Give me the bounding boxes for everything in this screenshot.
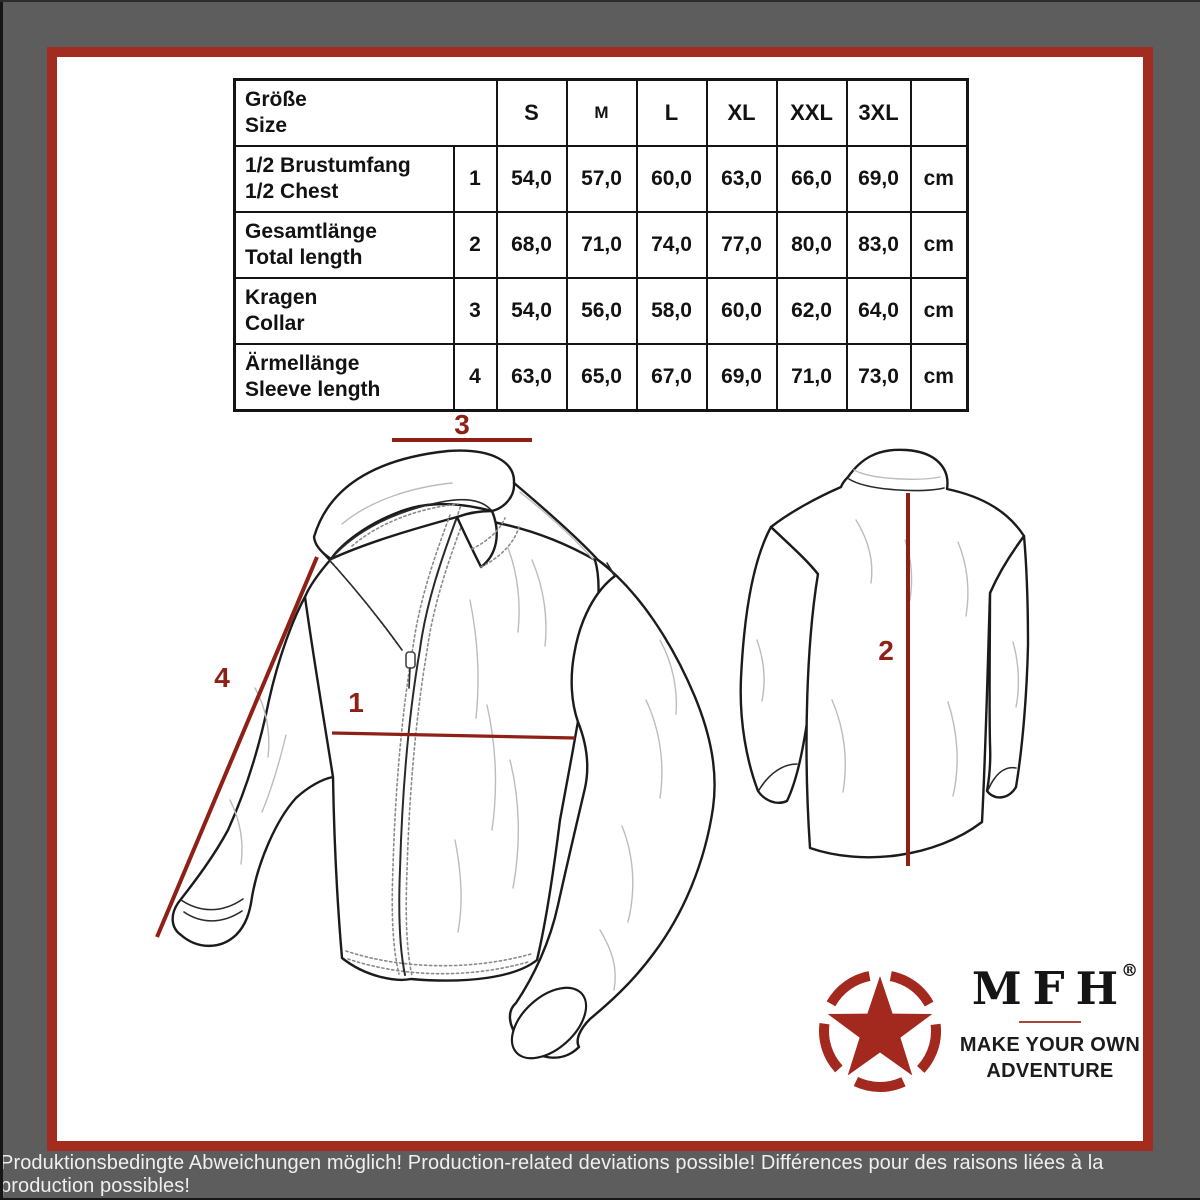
table-header-row: Größe Size S M L XL XXL 3XL bbox=[233, 78, 969, 147]
size-value-cell: 67,0 bbox=[635, 343, 708, 412]
size-value-cell: 57,0 bbox=[565, 145, 638, 213]
table-row-sleeve: Ärmellänge Sleeve length 4 63,0 65,0 67,… bbox=[233, 343, 969, 412]
size-label-en: Size bbox=[245, 114, 288, 137]
table-row-chest: 1/2 Brustumfang 1/2 Chest 1 54,0 57,0 60… bbox=[233, 145, 969, 213]
row-ref-number: 1 bbox=[452, 145, 498, 213]
size-col-header-l: L bbox=[635, 78, 708, 147]
logo-divider bbox=[1019, 1021, 1081, 1023]
row-ref-number: 2 bbox=[452, 211, 498, 279]
row-label-cell: Kragen Collar bbox=[233, 277, 455, 345]
unit-cell: cm bbox=[909, 277, 969, 345]
size-value-cell: 69,0 bbox=[705, 343, 778, 412]
size-value-cell: 77,0 bbox=[705, 211, 778, 279]
size-col-header-3xl: 3XL bbox=[845, 78, 912, 147]
size-value-cell: 54,0 bbox=[495, 277, 568, 345]
table-row-collar: Kragen Collar 3 54,0 56,0 58,0 60,0 62,0… bbox=[233, 277, 969, 345]
size-col-header-m: M bbox=[565, 78, 638, 147]
size-value-cell: 62,0 bbox=[775, 277, 848, 345]
row-label-de: Kragen bbox=[245, 286, 318, 310]
unit-cell: cm bbox=[909, 211, 969, 279]
collar-measure-label: 3 bbox=[454, 409, 470, 440]
size-value-cell: 71,0 bbox=[565, 211, 638, 279]
size-value-cell: 54,0 bbox=[495, 145, 568, 213]
size-value-cell: 71,0 bbox=[775, 343, 848, 412]
size-value-cell: 64,0 bbox=[845, 277, 912, 345]
front-jacket-drawing bbox=[171, 449, 716, 1060]
row-ref-number: 4 bbox=[452, 343, 498, 412]
size-value-cell: 60,0 bbox=[635, 145, 708, 213]
size-value-cell: 83,0 bbox=[845, 211, 912, 279]
row-label-de: 1/2 Brustumfang bbox=[245, 154, 411, 178]
size-value-cell: 60,0 bbox=[705, 277, 778, 345]
table-row-length: Gesamtlänge Total length 2 68,0 71,0 74,… bbox=[233, 211, 969, 279]
size-value-cell: 74,0 bbox=[635, 211, 708, 279]
size-col-header-xl: XL bbox=[705, 78, 778, 147]
chest-measure-line bbox=[331, 731, 576, 740]
size-table: Größe Size S M L XL XXL 3XL 1/2 Brustumf… bbox=[233, 78, 969, 412]
row-label-cell: 1/2 Brustumfang 1/2 Chest bbox=[233, 145, 455, 213]
size-value-cell: 63,0 bbox=[705, 145, 778, 213]
registered-trademark-icon: ® bbox=[1121, 961, 1139, 981]
scan-edge-bottom bbox=[0, 1198, 1200, 1200]
size-value-cell: 80,0 bbox=[775, 211, 848, 279]
row-label-cell: Gesamtlänge Total length bbox=[233, 211, 455, 279]
size-value-cell: 73,0 bbox=[845, 343, 912, 412]
size-value-cell: 63,0 bbox=[495, 343, 568, 412]
unit-cell: cm bbox=[909, 343, 969, 412]
size-value-cell: 58,0 bbox=[635, 277, 708, 345]
row-label-en: Sleeve length bbox=[245, 378, 381, 401]
chest-measure-label: 1 bbox=[348, 687, 364, 718]
size-header-cell: Größe Size bbox=[233, 78, 498, 147]
sleeve-measure-line bbox=[155, 556, 319, 938]
row-ref-number: 3 bbox=[452, 277, 498, 345]
broken-circle bbox=[819, 970, 941, 1092]
production-disclaimer: Produktionsbedingte Abweichungen möglich… bbox=[0, 1152, 1104, 1197]
brand-block: MFH® MAKE YOUR OWN ADVENTURE bbox=[952, 963, 1148, 1084]
back-jacket-drawing bbox=[739, 448, 1030, 859]
size-value-cell: 65,0 bbox=[565, 343, 638, 412]
star-shape bbox=[827, 976, 933, 1076]
unit-cell: cm bbox=[909, 145, 969, 213]
length-measure-label: 2 bbox=[878, 635, 894, 666]
size-value-cell: 69,0 bbox=[845, 145, 912, 213]
size-value-cell: 66,0 bbox=[775, 145, 848, 213]
sleeve-measure-label: 4 bbox=[214, 662, 230, 693]
size-value-cell: 56,0 bbox=[565, 277, 638, 345]
row-label-de: Ärmellänge bbox=[245, 352, 360, 376]
row-label-cell: Ärmellänge Sleeve length bbox=[233, 343, 455, 412]
brand-name: MFH bbox=[971, 962, 1130, 1015]
brand-wordmark: MFH® bbox=[962, 961, 1148, 1012]
size-col-header-xxl: XXL bbox=[775, 78, 848, 147]
row-label-de: Gesamtlänge bbox=[245, 220, 377, 244]
star-logo-icon bbox=[819, 970, 941, 1092]
size-value-cell: 68,0 bbox=[495, 211, 568, 279]
measurement-lines: 3 4 1 2 bbox=[155, 409, 910, 938]
row-label-en: 1/2 Chest bbox=[245, 180, 339, 203]
unit-header-cell bbox=[909, 78, 969, 147]
row-label-en: Total length bbox=[245, 246, 363, 269]
tagline-line2: ADVENTURE bbox=[986, 1060, 1114, 1082]
size-col-header-s: S bbox=[495, 78, 568, 147]
scan-edge-top bbox=[0, 0, 1200, 2]
tagline-line1: MAKE YOUR OWN bbox=[959, 1034, 1141, 1056]
row-label-en: Collar bbox=[245, 312, 305, 335]
size-label-de: Größe bbox=[245, 88, 307, 112]
scan-edge-left bbox=[0, 0, 3, 1200]
